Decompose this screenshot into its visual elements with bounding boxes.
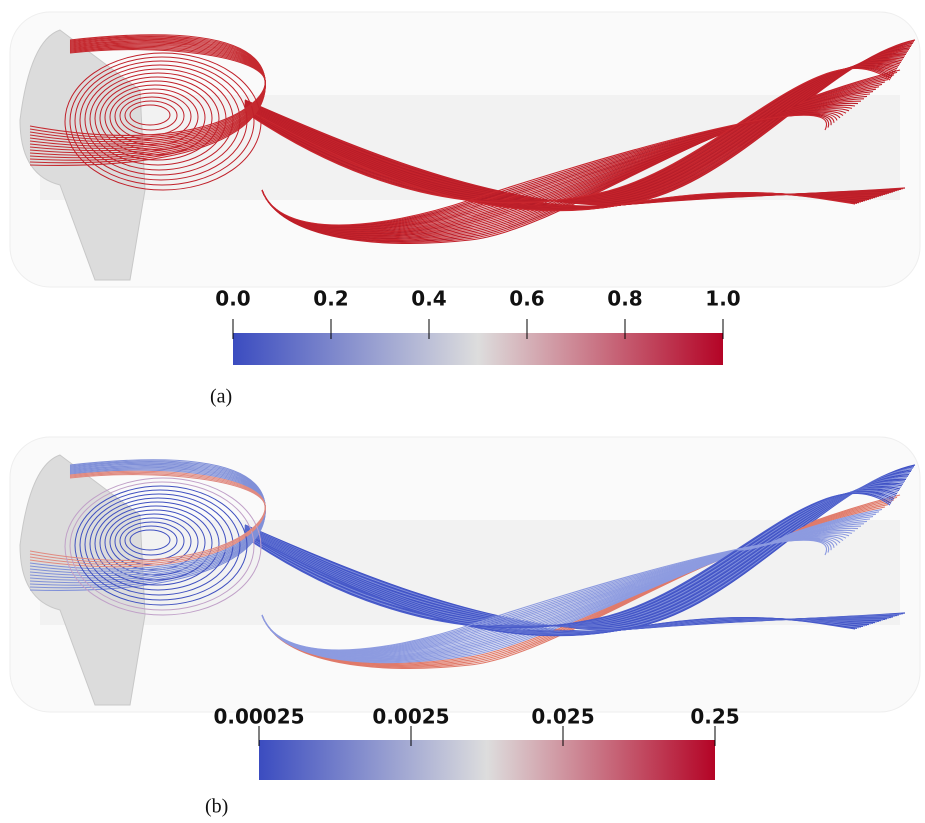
colorbar-tick-label: 0.0025 <box>372 705 449 729</box>
colorbar <box>233 333 723 365</box>
panel-label: (a) <box>210 386 232 408</box>
streamline-render <box>10 437 920 712</box>
figure: 0.0 0.2 0.4 0.6 0.8 1.0 (a) 0.00025 0.0025 0.025 0… <box>0 0 925 823</box>
colorbar-tick-label: 1.0 <box>705 287 740 311</box>
panel-label: (b) <box>205 796 228 818</box>
colorbar-tick-label: 0.6 <box>509 287 544 311</box>
colorbar-tick-label: 0.4 <box>411 287 446 311</box>
colorbar-tick-label: 0.0 <box>215 287 250 311</box>
colorbar-tick-label: 0.2 <box>313 287 348 311</box>
colorbar <box>259 740 715 780</box>
colorbar-tick-label: 0.25 <box>690 705 739 729</box>
colorbar-tick-label: 0.8 <box>607 287 642 311</box>
colorbar-tick-label: 0.00025 <box>213 705 304 729</box>
colorbar-tick-label: 0.025 <box>531 705 594 729</box>
streamline-render <box>10 12 920 287</box>
